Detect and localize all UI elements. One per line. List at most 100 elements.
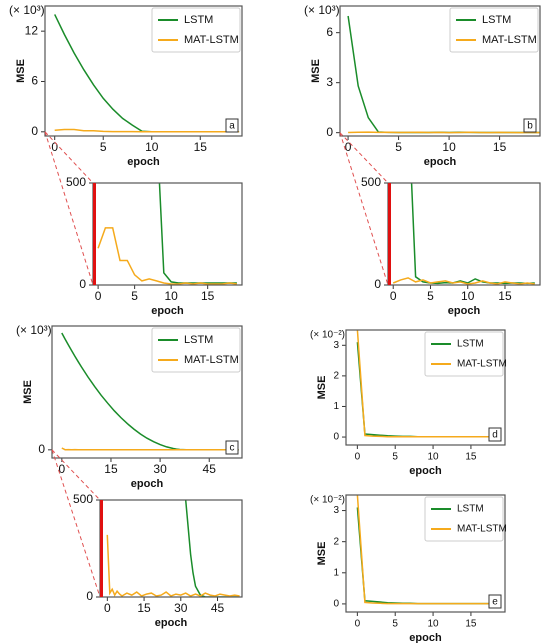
annotation: a xyxy=(229,121,235,132)
y-tick-label: 500 xyxy=(73,492,93,506)
x-tick-label: 10 xyxy=(428,619,440,630)
x-tick-label: 45 xyxy=(211,601,225,615)
annotation: b xyxy=(527,121,533,132)
x-tick-label: 0 xyxy=(355,452,361,463)
y-tick-label: 12 xyxy=(25,23,39,37)
annotation: d xyxy=(492,430,498,441)
x-tick-label: 15 xyxy=(465,452,477,463)
line-series xyxy=(61,447,239,451)
annotation-box xyxy=(225,118,239,133)
legend-label: MAT-LSTM xyxy=(184,354,239,366)
line-series xyxy=(158,183,237,284)
line-series xyxy=(356,495,502,605)
y-tick-label: 6 xyxy=(326,25,333,39)
legend-label: MAT-LSTM xyxy=(457,524,507,535)
x-tick-label: 30 xyxy=(153,462,167,476)
x-tick-label: 5 xyxy=(100,140,107,154)
x-tick-label: 0 xyxy=(390,289,397,303)
y-tick-label: 6 xyxy=(31,74,38,88)
legend-label: LSTM xyxy=(457,504,484,515)
y-tick-label: 2 xyxy=(333,371,339,382)
annotation-box xyxy=(225,440,239,455)
y-scale-label: (× 10³) xyxy=(304,3,340,17)
y-axis-label: MSE xyxy=(316,542,328,566)
x-tick-label: 0 xyxy=(51,140,58,154)
plot-area xyxy=(356,495,502,605)
x-tick-label: 10 xyxy=(164,289,178,303)
x-tick-label: 15 xyxy=(194,140,208,154)
plot-frame xyxy=(51,325,243,459)
x-tick-label: 10 xyxy=(461,289,475,303)
x-tick-label: 30 xyxy=(174,601,188,615)
x-tick-label: 15 xyxy=(465,619,477,630)
y-scale-label: (× 10⁻²) xyxy=(310,330,345,341)
x-axis-label: epoch xyxy=(151,305,184,317)
y-tick-label: 3 xyxy=(333,340,339,351)
x-axis-label: epoch xyxy=(409,465,442,477)
zoom-connector xyxy=(44,131,94,184)
y-scale-label: (× 10³) xyxy=(9,3,45,17)
y-tick-label: 1 xyxy=(333,567,339,578)
x-axis-label: epoch xyxy=(409,632,442,643)
plot-area xyxy=(392,183,535,285)
y-tick-label: 0 xyxy=(326,125,333,139)
x-tick-label: 15 xyxy=(104,462,118,476)
plot-frame xyxy=(44,5,243,137)
legend-label: LSTM xyxy=(184,334,213,346)
x-axis-label: epoch xyxy=(448,305,481,317)
x-tick-label: 5 xyxy=(131,289,138,303)
y-tick-label: 0 xyxy=(374,277,381,291)
plot-area xyxy=(54,14,240,133)
x-tick-label: 10 xyxy=(145,140,159,154)
y-tick-label: 0 xyxy=(38,442,45,456)
plot-frame xyxy=(345,494,506,613)
zoom-connector xyxy=(339,132,389,286)
x-tick-label: 0 xyxy=(58,462,65,476)
annotation-box xyxy=(488,594,502,609)
line-series xyxy=(97,227,238,285)
x-tick-label: 10 xyxy=(442,140,456,154)
x-tick-label: 10 xyxy=(428,452,440,463)
plot-area xyxy=(61,332,239,451)
x-axis-label: epoch xyxy=(131,478,164,490)
plot-area xyxy=(106,500,240,597)
y-tick-label: 3 xyxy=(326,75,333,89)
x-tick-label: 45 xyxy=(203,462,217,476)
y-tick-label: 0 xyxy=(79,277,86,291)
plot-area xyxy=(97,183,238,285)
y-tick-label: 0 xyxy=(333,432,339,443)
plot-frame xyxy=(345,329,506,446)
y-scale-label: (× 10³) xyxy=(16,323,52,337)
legend-label: LSTM xyxy=(482,14,511,26)
y-axis-label: MSE xyxy=(310,59,322,83)
y-tick-label: 0 xyxy=(86,589,93,603)
x-axis-label: epoch xyxy=(424,156,457,168)
legend-label: LSTM xyxy=(184,14,213,26)
x-tick-label: 5 xyxy=(392,619,398,630)
x-tick-label: 5 xyxy=(427,289,434,303)
line-series xyxy=(348,131,540,134)
line-series xyxy=(106,534,240,597)
x-tick-label: 0 xyxy=(104,601,111,615)
y-tick-label: 500 xyxy=(361,175,381,189)
line-series xyxy=(54,128,240,133)
plot-area xyxy=(347,15,540,134)
y-tick-label: 500 xyxy=(66,175,86,189)
x-tick-label: 15 xyxy=(493,140,507,154)
plot-area xyxy=(356,330,502,438)
y-tick-label: 0 xyxy=(31,124,38,138)
y-tick-label: 1 xyxy=(333,401,339,412)
annotation: c xyxy=(230,443,235,454)
x-axis-label: epoch xyxy=(127,156,160,168)
legend-label: MAT-LSTM xyxy=(184,34,239,46)
x-tick-label: 0 xyxy=(95,289,102,303)
x-tick-label: 5 xyxy=(395,140,402,154)
plot-frame xyxy=(99,499,243,598)
legend-label: MAT-LSTM xyxy=(482,34,537,46)
annotation-box xyxy=(488,427,502,442)
y-axis-label: MSE xyxy=(15,59,27,83)
x-axis-label: epoch xyxy=(155,617,188,629)
x-tick-label: 15 xyxy=(201,289,215,303)
plot-frame xyxy=(92,182,243,286)
